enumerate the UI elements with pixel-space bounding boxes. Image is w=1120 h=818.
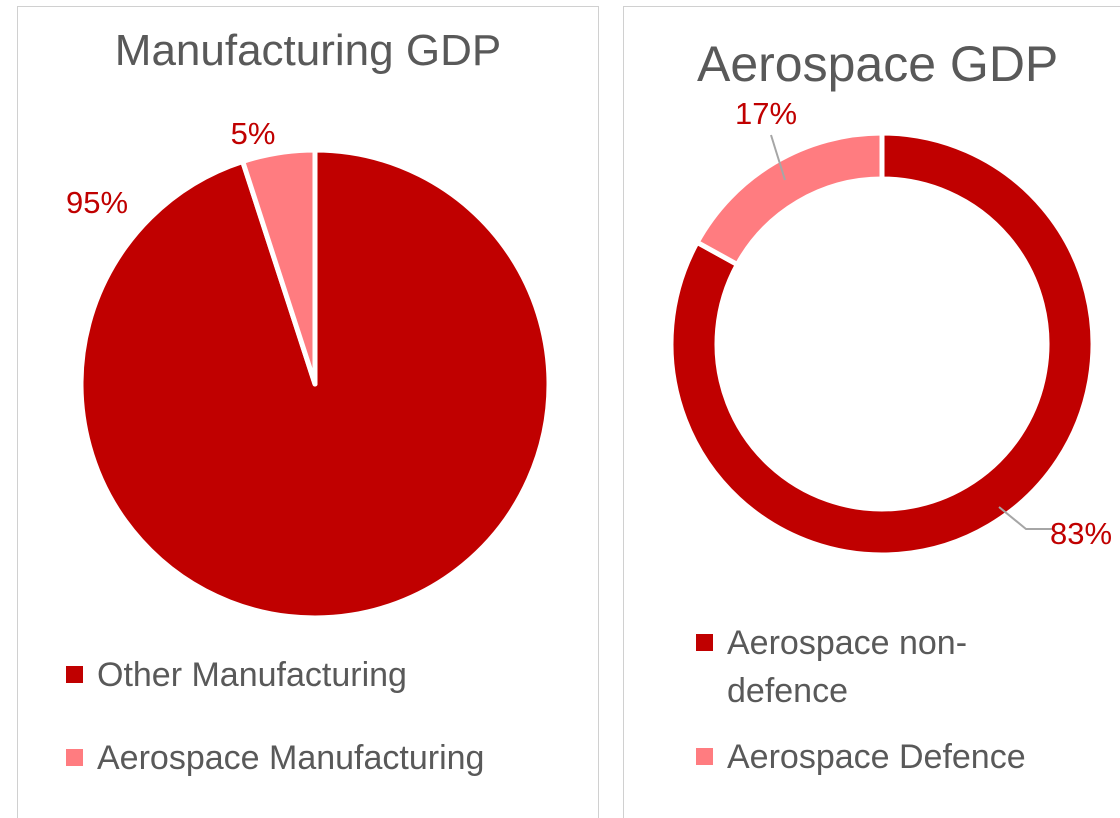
data-label: 95% [66, 185, 128, 220]
legend-swatch [696, 748, 713, 765]
legend-item-aerospace-defence: Aerospace Defence [696, 733, 1067, 781]
legend-swatch [696, 634, 713, 651]
slice-aerospace-defence [697, 133, 882, 265]
legend-label: Aerospace Manufacturing [97, 734, 577, 782]
legend-item-aerospace-non-defence: Aerospace non-defence [696, 619, 1027, 715]
legend-label: Aerospace Defence [727, 733, 1067, 781]
data-label: 17% [735, 96, 797, 131]
legend-label: Other Manufacturing [97, 651, 437, 699]
legend-item-aerospace-manufacturing: Aerospace Manufacturing [66, 734, 577, 782]
legend-item-other-manufacturing: Other Manufacturing [66, 651, 437, 699]
data-label: 83% [1050, 516, 1112, 551]
legend-swatch [66, 749, 83, 766]
legend-swatch [66, 666, 83, 683]
data-label: 5% [231, 116, 276, 151]
chart-panel-aerospace: Aerospace GDP 83% 17% Aerospace non-defen… [623, 6, 1120, 818]
legend-label: Aerospace non-defence [727, 619, 1027, 715]
chart-panel-manufacturing: Manufacturing GDP 95% 5% Other Manufactur… [17, 6, 599, 818]
